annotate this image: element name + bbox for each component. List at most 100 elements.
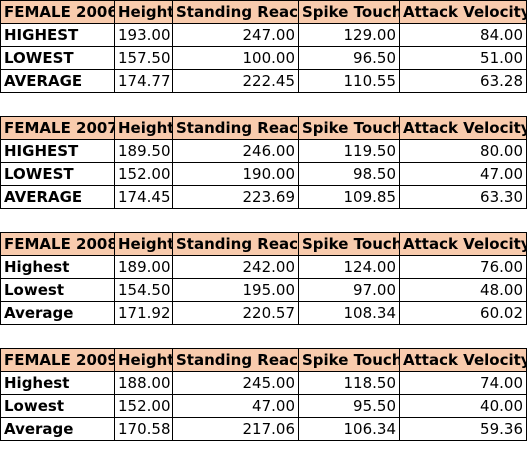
value-cell[interactable]: 193.00 bbox=[114, 23, 173, 47]
row-label-cell[interactable]: Lowest bbox=[0, 394, 115, 418]
value-cell[interactable]: 80.00 bbox=[399, 139, 527, 163]
value-cell[interactable]: 63.28 bbox=[399, 69, 527, 93]
row-label-cell[interactable]: Highest bbox=[0, 255, 115, 279]
column-header-cell[interactable]: Height bbox=[114, 0, 173, 24]
value-cell[interactable]: 245.00 bbox=[172, 371, 299, 395]
column-header-cell[interactable]: Attack Velocity bbox=[399, 232, 527, 256]
value-cell[interactable]: 222.45 bbox=[172, 69, 299, 93]
column-header-cell[interactable]: Attack Velocity bbox=[399, 116, 527, 140]
value-cell[interactable]: 217.06 bbox=[172, 417, 299, 441]
value-cell[interactable]: 97.00 bbox=[298, 278, 400, 302]
row-label-cell[interactable]: LOWEST bbox=[0, 162, 115, 186]
row-label-cell[interactable]: HIGHEST bbox=[0, 23, 115, 47]
column-header-cell[interactable]: Standing Reach bbox=[172, 348, 299, 372]
column-header-cell[interactable]: Height bbox=[114, 232, 173, 256]
column-header-cell[interactable]: Height bbox=[114, 116, 173, 140]
value-cell[interactable]: 109.85 bbox=[298, 185, 400, 209]
blank-cell[interactable] bbox=[114, 92, 173, 117]
value-cell[interactable]: 106.34 bbox=[298, 417, 400, 441]
value-cell[interactable]: 157.50 bbox=[114, 46, 173, 70]
row-label-cell[interactable]: AVERAGE bbox=[0, 69, 115, 93]
value-cell[interactable]: 47.00 bbox=[399, 162, 527, 186]
value-cell[interactable]: 60.02 bbox=[399, 301, 527, 325]
value-cell[interactable]: 247.00 bbox=[172, 23, 299, 47]
value-cell[interactable]: 108.34 bbox=[298, 301, 400, 325]
value-cell[interactable]: 74.00 bbox=[399, 371, 527, 395]
value-cell[interactable]: 76.00 bbox=[399, 255, 527, 279]
value-cell[interactable]: 100.00 bbox=[172, 46, 299, 70]
value-cell[interactable]: 129.00 bbox=[298, 23, 400, 47]
value-cell[interactable]: 51.00 bbox=[399, 46, 527, 70]
row-label-cell[interactable]: Highest bbox=[0, 371, 115, 395]
value-cell[interactable]: 220.57 bbox=[172, 301, 299, 325]
table-row: LOWEST 157.50 100.00 96.50 51.00 bbox=[0, 46, 527, 70]
row-label-cell[interactable]: AVERAGE bbox=[0, 185, 115, 209]
section-title-cell[interactable]: FEMALE 2006 bbox=[0, 0, 115, 24]
column-header-cell[interactable]: Spike Touch bbox=[298, 232, 400, 256]
blank-cell[interactable] bbox=[298, 208, 400, 233]
value-cell[interactable]: 190.00 bbox=[172, 162, 299, 186]
blank-cell[interactable] bbox=[298, 92, 400, 117]
spreadsheet-grid: FEMALE 2006 Height Standing Reach Spike Tou… bbox=[0, 0, 527, 441]
column-header-cell[interactable]: Standing Reach bbox=[172, 0, 299, 24]
blank-cell[interactable] bbox=[172, 324, 299, 349]
column-header-cell[interactable]: Spike Touch bbox=[298, 116, 400, 140]
value-cell[interactable]: 63.30 bbox=[399, 185, 527, 209]
value-cell[interactable]: 110.55 bbox=[298, 69, 400, 93]
blank-cell[interactable] bbox=[0, 92, 115, 117]
blank-cell[interactable] bbox=[114, 208, 173, 233]
value-cell[interactable]: 174.45 bbox=[114, 185, 173, 209]
row-label-cell[interactable]: Average bbox=[0, 301, 115, 325]
blank-cell[interactable] bbox=[172, 208, 299, 233]
value-cell[interactable]: 48.00 bbox=[399, 278, 527, 302]
blank-cell[interactable] bbox=[298, 324, 400, 349]
column-header-cell[interactable]: Standing Reach bbox=[172, 116, 299, 140]
value-cell[interactable]: 154.50 bbox=[114, 278, 173, 302]
section-title-cell[interactable]: FEMALE 2008 bbox=[0, 232, 115, 256]
table-row: HIGHEST 193.00 247.00 129.00 84.00 bbox=[0, 23, 527, 47]
value-cell[interactable]: 118.50 bbox=[298, 371, 400, 395]
row-label-cell[interactable]: Lowest bbox=[0, 278, 115, 302]
section-title-cell[interactable]: FEMALE 2009 bbox=[0, 348, 115, 372]
value-cell[interactable]: 84.00 bbox=[399, 23, 527, 47]
value-cell[interactable]: 171.92 bbox=[114, 301, 173, 325]
value-cell[interactable]: 98.50 bbox=[298, 162, 400, 186]
column-header-cell[interactable]: Standing Reach bbox=[172, 232, 299, 256]
table-row: Lowest 152.00 47.00 95.50 40.00 bbox=[0, 394, 527, 418]
row-label-cell[interactable]: HIGHEST bbox=[0, 139, 115, 163]
value-cell[interactable]: 242.00 bbox=[172, 255, 299, 279]
value-cell[interactable]: 189.00 bbox=[114, 255, 173, 279]
column-header-cell[interactable]: Spike Touch bbox=[298, 348, 400, 372]
value-cell[interactable]: 152.00 bbox=[114, 162, 173, 186]
section-title-cell[interactable]: FEMALE 2007 bbox=[0, 116, 115, 140]
column-header-cell[interactable]: Height bbox=[114, 348, 173, 372]
column-header-cell[interactable]: Attack Velocity bbox=[399, 0, 527, 24]
value-cell[interactable]: 96.50 bbox=[298, 46, 400, 70]
value-cell[interactable]: 59.36 bbox=[399, 417, 527, 441]
blank-cell[interactable] bbox=[0, 208, 115, 233]
blank-cell[interactable] bbox=[399, 92, 527, 117]
value-cell[interactable]: 119.50 bbox=[298, 139, 400, 163]
row-label-cell[interactable]: LOWEST bbox=[0, 46, 115, 70]
blank-cell[interactable] bbox=[399, 324, 527, 349]
column-header-cell[interactable]: Spike Touch bbox=[298, 0, 400, 24]
value-cell[interactable]: 195.00 bbox=[172, 278, 299, 302]
value-cell[interactable]: 188.00 bbox=[114, 371, 173, 395]
value-cell[interactable]: 170.58 bbox=[114, 417, 173, 441]
value-cell[interactable]: 95.50 bbox=[298, 394, 400, 418]
row-label-cell[interactable]: Average bbox=[0, 417, 115, 441]
value-cell[interactable]: 189.50 bbox=[114, 139, 173, 163]
blank-cell[interactable] bbox=[399, 208, 527, 233]
blank-cell[interactable] bbox=[114, 324, 173, 349]
blank-row bbox=[0, 324, 527, 349]
value-cell[interactable]: 174.77 bbox=[114, 69, 173, 93]
blank-cell[interactable] bbox=[172, 92, 299, 117]
value-cell[interactable]: 152.00 bbox=[114, 394, 173, 418]
value-cell[interactable]: 40.00 bbox=[399, 394, 527, 418]
value-cell[interactable]: 223.69 bbox=[172, 185, 299, 209]
value-cell[interactable]: 246.00 bbox=[172, 139, 299, 163]
column-header-cell[interactable]: Attack Velocity bbox=[399, 348, 527, 372]
value-cell[interactable]: 124.00 bbox=[298, 255, 400, 279]
value-cell[interactable]: 47.00 bbox=[172, 394, 299, 418]
blank-cell[interactable] bbox=[0, 324, 115, 349]
